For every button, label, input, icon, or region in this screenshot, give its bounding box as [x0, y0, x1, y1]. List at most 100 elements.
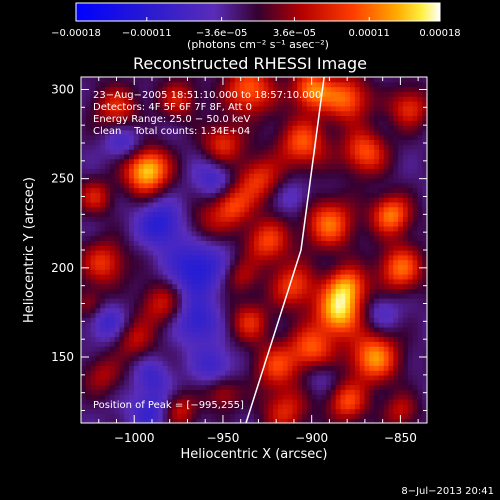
heatmap-cell — [388, 216, 394, 222]
heatmap-cell — [287, 216, 294, 222]
heatmap-cell — [398, 317, 404, 323]
heatmap-cell — [85, 398, 92, 405]
heatmap-cell — [129, 403, 135, 410]
heatmap-cell — [244, 235, 250, 241]
heatmap-cell — [345, 163, 351, 169]
heatmap-cell — [292, 125, 298, 131]
heatmap-cell — [254, 77, 260, 83]
heatmap-cell — [292, 77, 298, 83]
heatmap-cell — [369, 398, 375, 405]
heatmap-cell — [105, 153, 111, 160]
heatmap-cell — [244, 346, 250, 352]
heatmap-cell — [95, 168, 101, 174]
heatmap-cell — [225, 158, 231, 165]
heatmap-cell — [148, 259, 154, 266]
heatmap-cell — [129, 211, 135, 217]
heatmap-cell — [109, 355, 116, 362]
heatmap-cell — [292, 298, 298, 304]
heatmap-cell — [326, 139, 332, 145]
heatmap-cell — [369, 221, 375, 227]
heatmap-cell — [205, 110, 212, 117]
heatmap-cell — [311, 264, 318, 270]
heatmap-cell — [239, 250, 245, 256]
heatmap-cell — [167, 298, 173, 304]
heatmap-cell — [326, 302, 332, 309]
heatmap-cell — [177, 374, 183, 381]
heatmap-cell — [345, 278, 351, 285]
heatmap-cell — [282, 77, 289, 83]
heatmap-cell — [354, 250, 361, 256]
heatmap-cell — [388, 149, 394, 155]
heatmap-cell — [239, 158, 245, 165]
heatmap-cell — [335, 269, 342, 275]
heatmap-cell — [374, 182, 380, 189]
heatmap-cell — [393, 360, 399, 366]
heatmap-cell — [234, 216, 241, 222]
heatmap-cell — [263, 230, 270, 237]
heatmap-cell — [186, 182, 193, 189]
heatmap-cell — [191, 168, 197, 174]
heatmap-cell — [263, 326, 270, 333]
heatmap-cell — [263, 149, 270, 155]
heatmap-cell — [133, 413, 140, 419]
heatmap-cell — [311, 197, 318, 203]
heatmap-cell — [316, 298, 322, 304]
heatmap-cell — [114, 96, 121, 102]
heatmap-cell — [157, 211, 164, 217]
heatmap-cell — [119, 221, 125, 227]
heatmap-cell — [292, 211, 298, 217]
heatmap-cell — [326, 317, 332, 323]
heatmap-cell — [258, 192, 265, 198]
heatmap-cell — [234, 115, 241, 121]
heatmap-cell — [191, 264, 197, 270]
heatmap-cell — [201, 370, 207, 376]
heatmap-cell — [148, 187, 154, 193]
heatmap-cell — [100, 182, 106, 189]
heatmap-cell — [306, 115, 313, 121]
heatmap-cell — [316, 254, 322, 261]
heatmap-cell — [292, 115, 298, 121]
heatmap-cell — [249, 77, 255, 83]
heatmap-cell — [263, 173, 270, 179]
heatmap-cell — [282, 216, 289, 222]
heatmap-cell — [330, 245, 337, 251]
heatmap-cell — [196, 221, 202, 227]
heatmap-cell — [124, 274, 130, 280]
heatmap-cell — [124, 105, 130, 112]
heatmap-cell — [138, 153, 145, 160]
heatmap-cell — [90, 269, 97, 275]
heatmap-cell — [172, 96, 178, 102]
heatmap-cell — [119, 403, 125, 410]
heatmap-cell — [177, 274, 183, 280]
heatmap-cell — [398, 134, 404, 141]
heatmap-cell — [388, 230, 394, 237]
heatmap-cell — [124, 336, 130, 342]
heatmap-cell — [335, 389, 342, 395]
heatmap-cell — [124, 322, 130, 328]
heatmap-cell — [350, 298, 356, 304]
heatmap-cell — [172, 221, 178, 227]
heatmap-cell — [278, 173, 284, 179]
heatmap-cell — [369, 211, 375, 217]
heatmap-cell — [287, 360, 294, 366]
heatmap-cell — [210, 211, 217, 217]
heatmap-cell — [340, 331, 346, 338]
heatmap-cell — [254, 278, 260, 285]
heatmap-cell — [225, 163, 231, 169]
heatmap-cell — [119, 230, 125, 237]
heatmap-cell — [239, 418, 245, 423]
heatmap-cell — [109, 168, 116, 174]
heatmap-cell — [157, 77, 164, 83]
heatmap-cell — [254, 86, 260, 93]
heatmap-cell — [239, 173, 245, 179]
heatmap-cell — [383, 269, 390, 275]
heatmap-cell — [402, 235, 409, 241]
heatmap-cell — [398, 240, 404, 246]
heatmap-cell — [95, 182, 101, 189]
heatmap-cell — [321, 408, 327, 414]
heatmap-cell — [278, 96, 284, 102]
heatmap-cell — [90, 283, 97, 290]
heatmap-cell — [273, 91, 279, 97]
heatmap-cell — [124, 288, 130, 294]
heatmap-cell — [354, 105, 361, 112]
